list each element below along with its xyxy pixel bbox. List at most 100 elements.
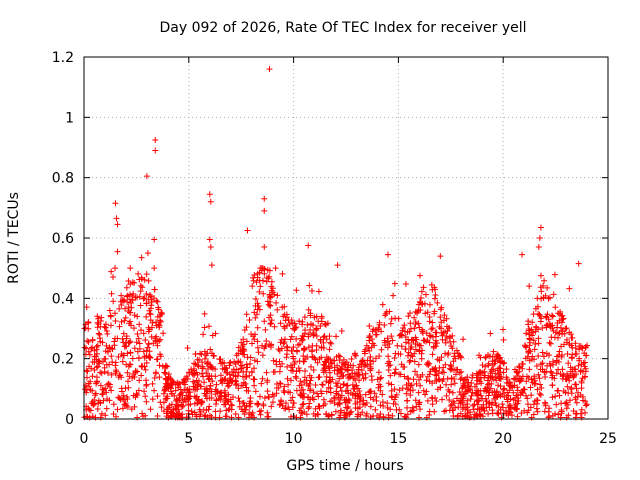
roti-point — [448, 401, 455, 408]
roti-point — [581, 373, 588, 380]
roti-point — [283, 354, 290, 361]
roti-point — [423, 361, 430, 368]
roti-point — [201, 310, 208, 317]
roti-point — [235, 414, 242, 421]
roti-point — [298, 405, 305, 412]
roti-point — [305, 306, 312, 313]
roti-point — [517, 377, 524, 384]
roti-point — [168, 412, 175, 419]
roti-point — [504, 398, 511, 405]
roti-point — [139, 284, 146, 291]
roti-point — [405, 376, 412, 383]
roti-point — [558, 410, 565, 417]
roti-point — [565, 374, 572, 381]
roti-point — [335, 391, 342, 398]
roti-point — [236, 403, 243, 410]
roti-point — [117, 298, 124, 305]
roti-point — [112, 362, 119, 369]
roti-point — [301, 358, 308, 365]
roti-point — [404, 329, 411, 336]
y-tick-label: 0.2 — [52, 352, 74, 368]
roti-point — [356, 387, 363, 394]
roti-point — [295, 342, 302, 349]
roti-point — [391, 280, 398, 287]
roti-point — [254, 400, 261, 407]
roti-point — [583, 402, 589, 409]
roti-point — [232, 369, 239, 376]
roti-point — [273, 384, 280, 391]
roti-point — [129, 296, 136, 303]
roti-point — [559, 312, 566, 319]
roti-point — [307, 387, 314, 394]
roti-point — [249, 369, 255, 376]
roti-point — [485, 392, 492, 399]
roti-point — [312, 412, 319, 419]
roti-point — [448, 381, 455, 388]
roti-point — [301, 379, 308, 386]
roti-point — [143, 398, 150, 405]
roti-point — [267, 312, 274, 319]
roti-point — [273, 390, 280, 397]
roti-point — [453, 347, 460, 354]
roti-point — [432, 371, 439, 378]
roti-point — [185, 394, 192, 401]
roti-point — [413, 380, 420, 387]
roti-point — [461, 390, 468, 397]
roti-point — [240, 399, 247, 406]
roti-point — [455, 397, 462, 404]
roti-point — [285, 381, 292, 388]
roti-point — [503, 410, 510, 417]
roti-point — [569, 355, 576, 362]
roti-point — [241, 351, 248, 358]
roti-point — [165, 385, 172, 392]
roti-point — [420, 284, 427, 291]
roti-point — [415, 361, 422, 368]
roti-point — [530, 411, 537, 418]
roti-point — [95, 315, 102, 322]
roti-point — [468, 392, 475, 399]
roti-point — [261, 207, 268, 214]
roti-point — [256, 269, 263, 276]
roti-point — [272, 265, 279, 272]
roti-point — [427, 368, 434, 375]
roti-point — [559, 366, 566, 373]
roti-point — [334, 371, 341, 378]
roti-point — [314, 359, 321, 366]
roti-point — [297, 378, 304, 385]
roti-point — [223, 365, 230, 372]
roti-point — [564, 351, 571, 358]
roti-point — [293, 287, 300, 294]
roti-point — [532, 340, 539, 347]
roti-point — [136, 293, 143, 300]
roti-point — [299, 321, 306, 328]
roti-point — [243, 384, 250, 391]
roti-point — [240, 341, 247, 348]
roti-point — [384, 335, 391, 342]
roti-point — [101, 364, 108, 371]
roti-point — [416, 272, 423, 279]
roti-point — [315, 374, 322, 381]
roti-point — [433, 340, 440, 347]
roti-point — [91, 359, 98, 366]
roti-point — [120, 352, 127, 359]
roti-point — [232, 411, 239, 418]
roti-point — [580, 397, 587, 404]
roti-point — [156, 362, 163, 369]
roti-point — [254, 344, 261, 351]
roti-point — [280, 340, 287, 347]
roti-point — [269, 285, 276, 292]
roti-point — [328, 340, 335, 347]
roti-point — [301, 409, 308, 416]
roti-point — [81, 344, 88, 351]
roti-point — [122, 400, 129, 407]
roti-point — [136, 355, 142, 362]
roti-point — [387, 361, 394, 368]
roti-point — [287, 397, 294, 404]
roti-point — [305, 405, 312, 412]
roti-point — [525, 318, 532, 325]
roti-point — [190, 383, 197, 390]
roti-point — [138, 254, 145, 261]
roti-point — [242, 373, 249, 380]
roti-point — [431, 308, 438, 315]
roti-point — [290, 400, 297, 407]
